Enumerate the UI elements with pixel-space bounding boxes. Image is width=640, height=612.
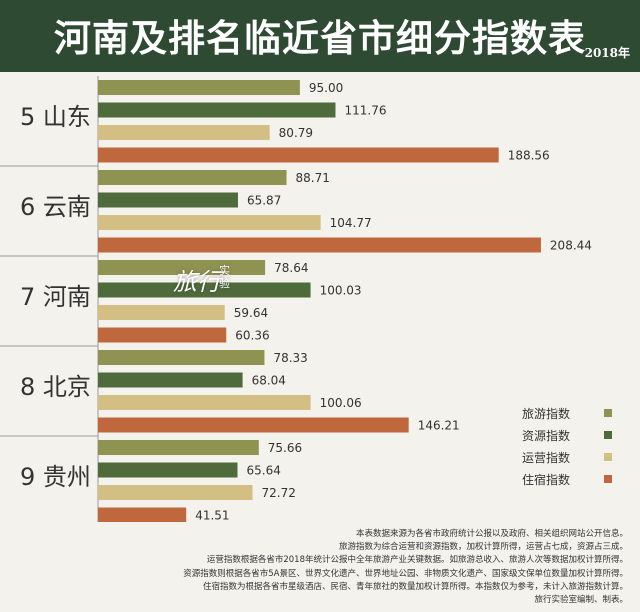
- header-banner: 河南及排名临近省市细分指数表 2018年: [0, 0, 640, 72]
- bar-value-label: 68.04: [252, 374, 286, 388]
- bar: [98, 395, 311, 410]
- bar: [98, 327, 227, 343]
- bar-value-label: 65.87: [247, 194, 281, 208]
- bar-value-label: 208.44: [550, 239, 592, 253]
- bar-value-label: 95.00: [309, 81, 343, 95]
- bar: [98, 305, 225, 320]
- bar-value-label: 146.21: [418, 419, 460, 433]
- bar-value-label: 78.64: [274, 261, 308, 275]
- bar: [98, 215, 321, 230]
- bar-value-label: 100.06: [320, 396, 362, 410]
- bar: [98, 417, 409, 433]
- bar-value-label: 60.36: [235, 329, 269, 343]
- footnote-line: 运营指数根据各省市2018年统计公报中全年旅游产业关键数据。如旅游总收入、旅游人…: [206, 555, 628, 566]
- bar: [98, 147, 499, 163]
- watermark-logo: 旅行 实验: [173, 262, 263, 302]
- bar-value-label: 41.51: [195, 509, 229, 523]
- bar: [98, 237, 541, 253]
- footnotes: 本表数据来源为各省市政府统计公报以及政府、相关组织网站公开信息。旅游指数为综合运…: [28, 528, 628, 607]
- legend-swatch: [604, 409, 612, 417]
- legend-swatch: [604, 431, 612, 439]
- watermark-sub-text: 实验: [219, 264, 230, 290]
- bar: [98, 125, 270, 140]
- category-label: 9 贵州: [20, 463, 91, 491]
- legend-label: 住宿指数: [522, 472, 570, 487]
- bar: [98, 80, 300, 95]
- bar-value-label: 188.56: [508, 149, 550, 163]
- category-label: 5 山东: [20, 103, 91, 131]
- footnote-line: 旅游指数为综合运营和资源指数，加权计算所得，运营占七成，资源占三成。: [338, 542, 628, 553]
- legend-label: 旅游指数: [522, 406, 570, 421]
- bar: [98, 102, 336, 118]
- bar: [98, 192, 238, 208]
- category-label: 7 河南: [20, 283, 91, 311]
- footnote-line: 住宿指数为根据各省市星级酒店、民宿、青年旅社的数量加权计算所得。本指数仅为参考，…: [202, 581, 628, 592]
- bar: [98, 282, 311, 298]
- bar-value-label: 80.79: [279, 126, 313, 140]
- bar: [98, 170, 287, 185]
- bar-value-label: 88.71: [296, 171, 330, 185]
- bar: [98, 260, 266, 275]
- year-label: 2018年: [584, 46, 630, 60]
- bar-value-label: 65.64: [246, 464, 280, 478]
- bar: [98, 372, 243, 388]
- bar-value-label: 59.64: [234, 306, 268, 320]
- legend-label: 运营指数: [522, 450, 570, 465]
- bar-value-label: 78.33: [273, 351, 307, 365]
- legend-swatch: [604, 475, 612, 483]
- bar-value-label: 75.66: [268, 441, 302, 455]
- footnote-line: 旅行实验室编制、制表。: [534, 595, 628, 606]
- category-label: 8 北京: [20, 373, 91, 401]
- footnote-line: 本表数据来源为各省市政府统计公报以及政府、相关组织网站公开信息。: [355, 529, 628, 539]
- watermark-main-text: 旅行: [173, 268, 221, 296]
- page-title: 河南及排名临近省市细分指数表: [54, 17, 586, 60]
- bar: [98, 440, 259, 455]
- legend-swatch: [604, 453, 612, 461]
- legend-label: 资源指数: [522, 428, 570, 443]
- bar: [98, 507, 187, 522]
- bar-value-label: 104.77: [330, 216, 372, 230]
- bar-value-label: 111.76: [344, 104, 386, 118]
- bar-value-label: 100.03: [320, 284, 362, 298]
- category-label: 6 云南: [20, 193, 91, 221]
- bar-value-label: 72.72: [262, 486, 296, 500]
- bar: [98, 485, 253, 500]
- footnote-line: 资源指数则根据各省市5A景区、世界文化遗产、世界地址公园、非物质文化遗产、国家级…: [183, 568, 628, 579]
- bar: [98, 350, 265, 365]
- chart-area: 5 山东 95.00 111.76 80.79 188.56 6 云南 88.71 65.87…: [0, 72, 640, 522]
- bar: [98, 462, 238, 478]
